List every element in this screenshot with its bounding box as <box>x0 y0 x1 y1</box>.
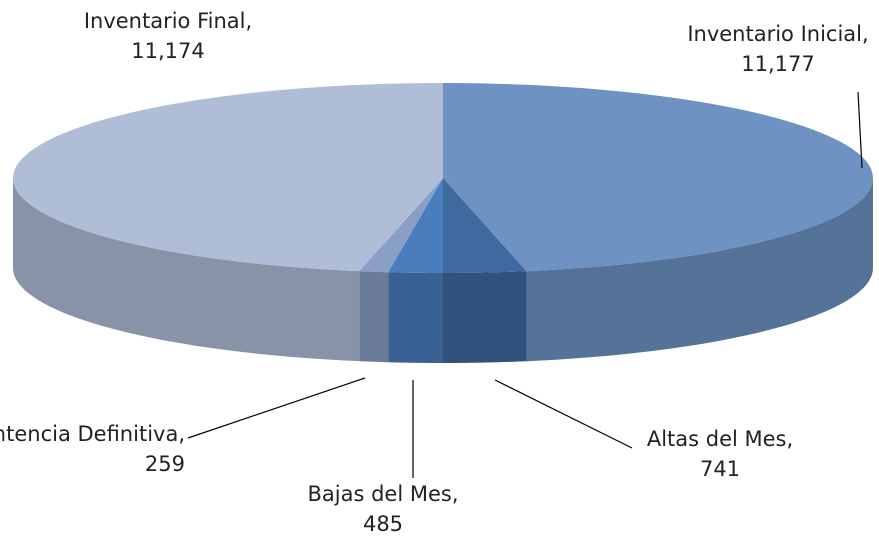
slice-side-shade <box>526 178 873 362</box>
category-label: Bajas del Mes, <box>307 482 458 506</box>
slice <box>359 178 443 273</box>
value-label: 11,174 <box>131 39 204 63</box>
value-label: 741 <box>700 457 740 481</box>
slice <box>443 178 527 273</box>
category-label: Altas del Mes, <box>647 427 793 451</box>
slice <box>443 83 873 272</box>
pie-sides <box>13 178 873 363</box>
slice-side-shade <box>13 178 360 362</box>
slice <box>388 178 443 273</box>
category-label: Sentencia Definitiva, <box>0 422 185 446</box>
slice <box>13 83 444 272</box>
slice-side <box>443 271 527 363</box>
slice-side <box>526 178 873 362</box>
leader-line <box>494 379 633 449</box>
labels: Inventario Inicial, 11,177 Altas del Mes, 7… <box>0 9 869 536</box>
slice-side-shade <box>388 272 443 363</box>
value-label: 259 <box>145 452 185 476</box>
category-label: Inventario Inicial, <box>687 22 868 46</box>
slice-side <box>388 272 443 363</box>
value-label: 11,177 <box>741 52 814 76</box>
slice-side <box>13 178 360 362</box>
slice-side <box>359 271 389 363</box>
value-label: 485 <box>363 512 403 536</box>
slice-side-shade <box>443 271 527 363</box>
category-label: Inventario Final, <box>84 9 252 33</box>
leader-line <box>857 91 863 169</box>
leader-line <box>187 377 366 439</box>
pie-tops <box>13 83 873 273</box>
slice-side-shade <box>359 271 389 363</box>
